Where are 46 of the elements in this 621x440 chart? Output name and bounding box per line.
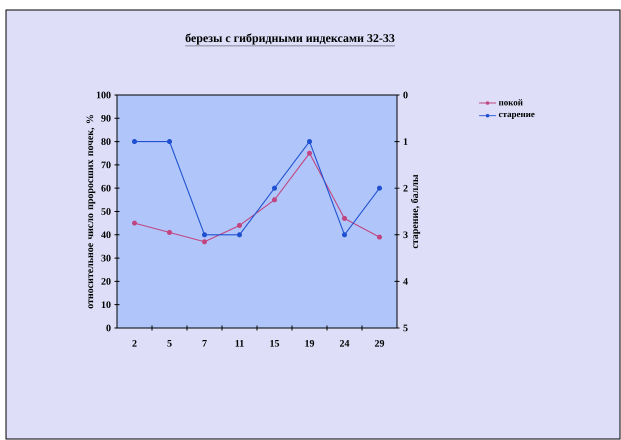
point [236,232,242,238]
x-tick-label: 2 [132,340,137,347]
x-tick-label: 7 [202,340,207,347]
y2-tick-label: 1 [404,138,408,145]
y-tick-label: 0 [106,324,111,332]
y2-tick-label: 2 [403,184,408,192]
y-tick-label: 30 [101,254,111,262]
point [272,186,278,191]
x-tick-label: 19 [305,340,314,347]
x-tick-label: 15 [270,340,280,347]
y2-tick-label: 5 [403,324,408,332]
y-tick-label: 20 [101,278,111,285]
point [202,239,208,244]
y-tick-label: 100 [96,92,111,98]
point [236,222,242,228]
legend-label: покой [498,99,523,106]
point [342,216,348,222]
point [166,139,172,144]
y2-tick-label: 0 [403,92,408,98]
point [306,150,312,156]
point [306,139,312,144]
y2-tick-label: 3 [403,231,408,238]
y2-tick-label: 4 [403,278,408,285]
point [166,230,172,235]
point [376,234,382,240]
point [202,232,208,238]
y-tick-label: 80 [101,138,111,145]
point [342,232,348,238]
y-tick-label: 70 [102,162,111,168]
x-tick-label: 29 [374,340,384,347]
y2-axis-title: старение, баллы [410,174,420,248]
legend-label: старение [498,112,535,119]
y-tick-label: 90 [101,114,111,122]
y-axis-title: относительное число проросших почек, % [86,115,96,308]
x-tick-label: 11 [236,340,244,347]
point [272,197,278,202]
x-tick-label: 5 [167,340,172,347]
y-tick-label: 60 [101,184,111,192]
y-tick-label: 40 [101,231,111,238]
x-tick-label: 24 [340,340,350,347]
point [132,220,138,226]
point [376,186,382,191]
y-tick-label: 50 [101,208,111,215]
point [132,139,138,144]
y-tick-label: 10 [102,301,111,308]
chart-title: березы с гибридными индексами 32-33 [186,33,394,45]
